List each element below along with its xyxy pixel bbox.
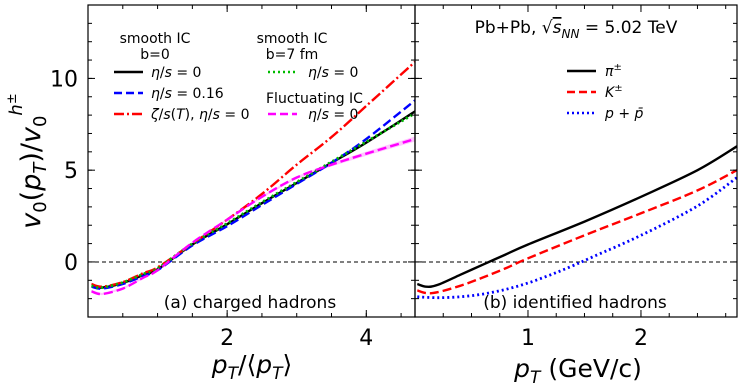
- legend-entry-kaon: K±: [605, 83, 623, 101]
- x-tick-label-a-4: 4: [359, 326, 373, 351]
- x-axis-label-b: pT (GeV/c): [513, 354, 642, 387]
- series-line-a-fluct_eta0: [91, 137, 415, 296]
- x-tick-label-b-1: 1: [521, 326, 535, 351]
- fluctuating-ic-uncertainty-band: [91, 136, 415, 296]
- x-tick-label-a-2: 2: [220, 326, 234, 351]
- panel-b-label: (b) identified hadrons: [483, 293, 667, 313]
- y-axis-label: v0(pT)/v0h±: [5, 93, 51, 229]
- y-tick-label-0: 0: [64, 251, 78, 276]
- panel-a-frame: [87, 4, 416, 318]
- uncertainty-band: [91, 136, 415, 296]
- legend-group-fluctuating-title: Fluctuating IC: [266, 91, 363, 107]
- legend-panel-b: π± K± p + p̄: [567, 62, 644, 122]
- legend-entry-fluctuating-eta0: η/s = 0: [308, 107, 358, 123]
- panel-b-title: Pb+Pb, √sNN = 5.02 TeV: [475, 18, 678, 41]
- legend-entry-proton: p + p̄: [604, 106, 644, 122]
- legend-entry-smooth-b0-eta0: η/s = 0: [151, 65, 201, 81]
- legend-entry-smooth-b0-eta016: η/s = 0.16: [151, 86, 224, 102]
- legend-panel-a: smooth IC b=0 η/s = 0 η/s = 0.16 ζ/s(T),…: [114, 31, 363, 123]
- legend-entry-smooth-b0-zeta: ζ/s(T), η/s = 0: [150, 107, 249, 123]
- x-axis-label-a: pT/⟨pT⟩: [211, 350, 292, 384]
- y-tick-label-10: 10: [50, 67, 78, 92]
- series-line-b-0: [416, 145, 738, 288]
- legend-entry-smooth-b7-eta0: η/s = 0: [308, 65, 358, 81]
- series-line-b-2: [417, 176, 738, 300]
- panel-b-frame: [414, 4, 738, 318]
- y-tick-label-5: 5: [64, 159, 78, 184]
- legend-entry-pion: π±: [605, 62, 622, 80]
- panel-a-label: (a) charged hadrons: [164, 293, 337, 313]
- panel-identified-hadrons: 1 2 Pb+Pb, √sNN = 5.02 TeV π± K± p + p̄ (…: [414, 4, 738, 387]
- legend-group-smooth-b7-subtitle: b=7 fm: [266, 47, 319, 63]
- series-line-a-smooth_b0_zeta: [91, 61, 415, 288]
- series-line-b-1: [416, 169, 738, 295]
- series-line-a-smooth_b7_eta0: [91, 112, 415, 290]
- x-tick-label-b-2: 2: [634, 326, 648, 351]
- legend-group-smooth-b0-title: smooth IC: [120, 31, 191, 47]
- legend-group-smooth-b0-subtitle: b=0: [140, 47, 170, 63]
- series-line-a-smooth_b0_eta016: [91, 99, 415, 290]
- panel-charged-hadrons: 2 4 0 5 10 smooth IC b=0 η/s = 0 η/s = 0.16 …: [50, 4, 415, 384]
- legend-group-smooth-b7-title: smooth IC: [257, 31, 328, 47]
